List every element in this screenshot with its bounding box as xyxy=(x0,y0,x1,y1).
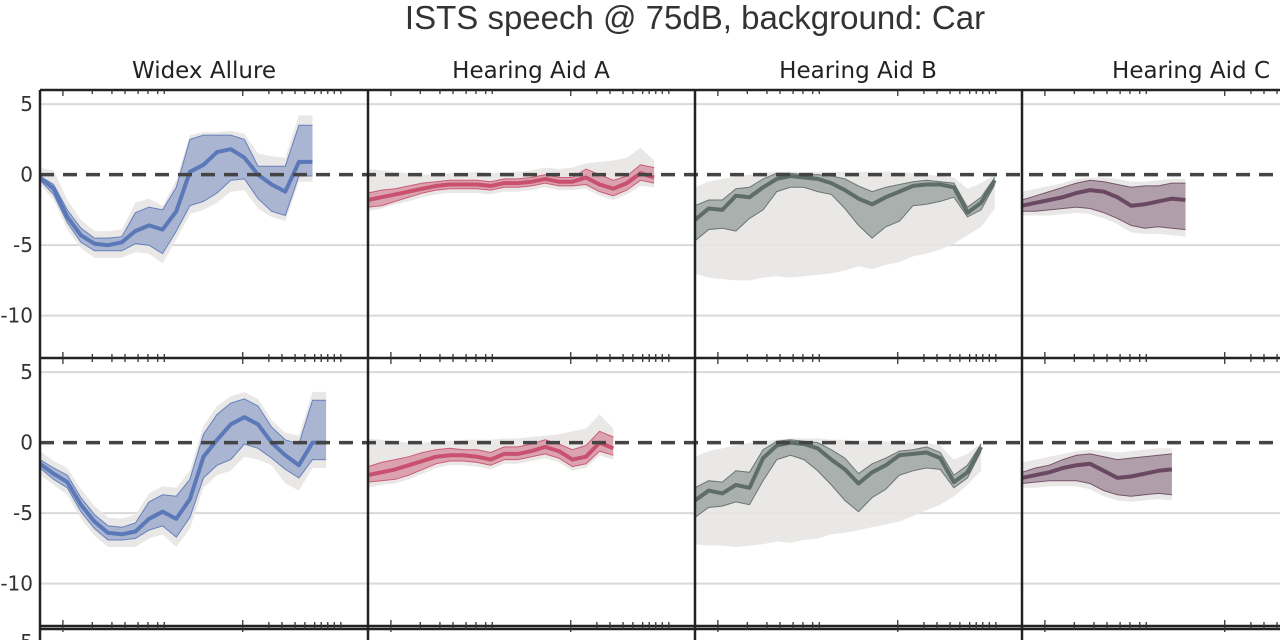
figure-title: ISTS speech @ 75dB, background: Car xyxy=(404,0,986,36)
series-band-lower-edge xyxy=(694,184,996,242)
background-band xyxy=(695,171,995,281)
panel-title: Hearing Aid B xyxy=(779,58,937,84)
series-band xyxy=(1022,453,1172,497)
background-band xyxy=(40,391,327,547)
series-mean-line xyxy=(693,174,997,222)
y-tick-label: 0 xyxy=(20,431,33,455)
y-tick-label: -5 xyxy=(13,501,33,525)
panel-title: Hearing Aid C xyxy=(1112,58,1270,84)
series-band-lower-edge xyxy=(694,450,982,518)
background-band xyxy=(1022,448,1172,502)
y-tick-label: 5 xyxy=(20,630,33,640)
plot-area xyxy=(40,103,1280,585)
y-tick-label: 0 xyxy=(20,163,33,187)
series-band-lower-edge xyxy=(1022,206,1186,231)
panel-title: Hearing Aid A xyxy=(452,58,610,84)
series-band-upper-edge xyxy=(1021,453,1172,473)
series-band-lower-edge xyxy=(40,443,327,541)
background-band xyxy=(40,115,313,264)
series-band-upper-edge xyxy=(40,124,313,239)
series-band xyxy=(1022,180,1186,230)
series-mean-line xyxy=(367,440,615,478)
background-band xyxy=(1022,177,1186,237)
y-tick-label: 5 xyxy=(20,360,33,384)
series-mean-line xyxy=(1021,188,1186,208)
series-band xyxy=(695,173,995,241)
background-band xyxy=(368,147,655,212)
series-band xyxy=(695,439,982,518)
y-tick-label: 5 xyxy=(20,92,33,116)
y-tick-label: -10 xyxy=(0,304,33,328)
series-band-upper-edge xyxy=(367,430,614,468)
series-band-upper-edge xyxy=(1021,179,1186,201)
background-band xyxy=(368,414,614,488)
series-band xyxy=(40,398,327,540)
series-mean-line xyxy=(1021,461,1173,480)
series-band-upper-edge xyxy=(40,398,327,528)
y-tick-label: -5 xyxy=(13,233,33,257)
y-tick-label: -10 xyxy=(0,572,33,596)
series-mean-line xyxy=(40,147,313,248)
panel-title: Widex Allure xyxy=(132,58,276,84)
series-band-upper-edge xyxy=(694,439,982,489)
series-mean-line xyxy=(367,171,655,202)
series-band-upper-edge xyxy=(694,172,996,208)
series-band-lower-edge xyxy=(1021,480,1172,497)
series-band-lower-edge xyxy=(367,450,614,483)
series-band-lower-edge xyxy=(367,179,655,208)
series-band-upper-edge xyxy=(367,164,655,194)
series-mean-line xyxy=(693,440,983,503)
series-band-lower-edge xyxy=(40,175,313,255)
series-mean-line xyxy=(40,415,327,537)
